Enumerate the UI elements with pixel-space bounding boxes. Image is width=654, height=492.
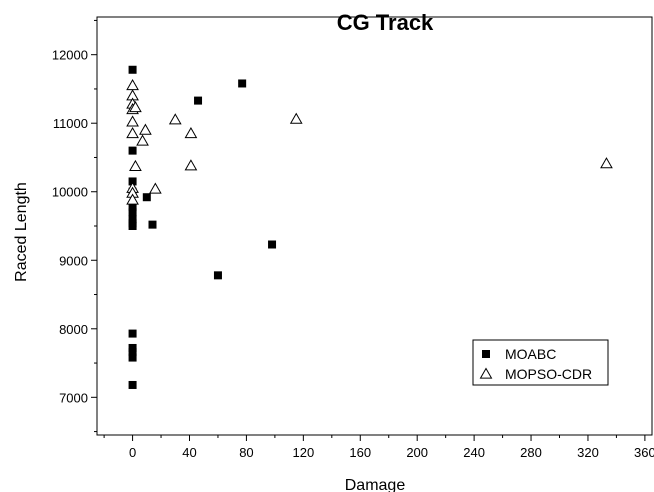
data-point [139, 123, 152, 135]
x-tick-label: 360 [634, 445, 654, 460]
data-point [213, 271, 222, 280]
y-tick-label: 8000 [59, 322, 88, 337]
x-tick-label: 0 [129, 445, 136, 460]
data-point [268, 240, 277, 249]
legend: MOABC MOPSO-CDR [472, 339, 609, 386]
data-point [128, 146, 137, 155]
data-point [128, 343, 137, 352]
x-tick-label: 120 [292, 445, 314, 460]
data-point [128, 177, 137, 186]
x-tick-label: 200 [406, 445, 428, 460]
data-point [142, 193, 151, 202]
data-point [126, 193, 139, 205]
data-point [148, 182, 162, 194]
data-point [129, 100, 142, 113]
data-point [128, 380, 137, 389]
data-points [126, 65, 613, 389]
chart-title: CG Track [337, 10, 434, 35]
data-point [289, 112, 303, 124]
y-tick-label: 11000 [53, 116, 88, 131]
legend-marker [479, 367, 493, 379]
y-tick-label: 9000 [59, 253, 88, 268]
x-axis-title: Damage [345, 477, 406, 492]
x-tick-label: 40 [182, 445, 196, 460]
x-tick-label: 240 [463, 445, 485, 460]
data-point [184, 126, 198, 139]
data-point [600, 157, 613, 169]
y-tick-label: 12000 [52, 48, 88, 63]
y-tick-label: 10000 [52, 185, 88, 200]
x-tick-label: 320 [577, 445, 599, 460]
data-point [129, 159, 142, 172]
y-axis: 7000 8000 9000 10000 11000 12000 [52, 19, 97, 433]
data-point [126, 126, 139, 139]
legend-label: MOPSO-CDR [505, 366, 592, 382]
x-tick-label: 280 [520, 445, 542, 460]
data-point [194, 96, 203, 105]
data-point [128, 222, 137, 230]
legend-box [472, 339, 609, 386]
x-tick-label: 80 [239, 445, 253, 460]
data-point [128, 348, 137, 357]
data-point [148, 220, 157, 229]
data-point [128, 215, 137, 224]
x-tick-label: 160 [349, 445, 371, 460]
series-mopso-cdr [126, 79, 613, 205]
y-tick-label: 7000 [59, 390, 88, 405]
data-point [126, 115, 139, 127]
series-moabc [128, 65, 277, 389]
data-point [126, 79, 139, 91]
data-point [128, 65, 137, 74]
data-point [136, 134, 149, 146]
data-point [128, 208, 137, 217]
data-point [128, 202, 137, 211]
legend-marker [482, 350, 490, 358]
data-point [128, 329, 137, 338]
y-axis-title: Raced Length [13, 182, 30, 282]
x-axis: 0 40 80 120 160 200 240 280 320 360 [103, 435, 654, 460]
data-point [168, 113, 182, 125]
legend-label: MOABC [505, 346, 556, 362]
data-point [128, 353, 137, 362]
data-point [184, 159, 198, 171]
data-point [238, 79, 247, 88]
